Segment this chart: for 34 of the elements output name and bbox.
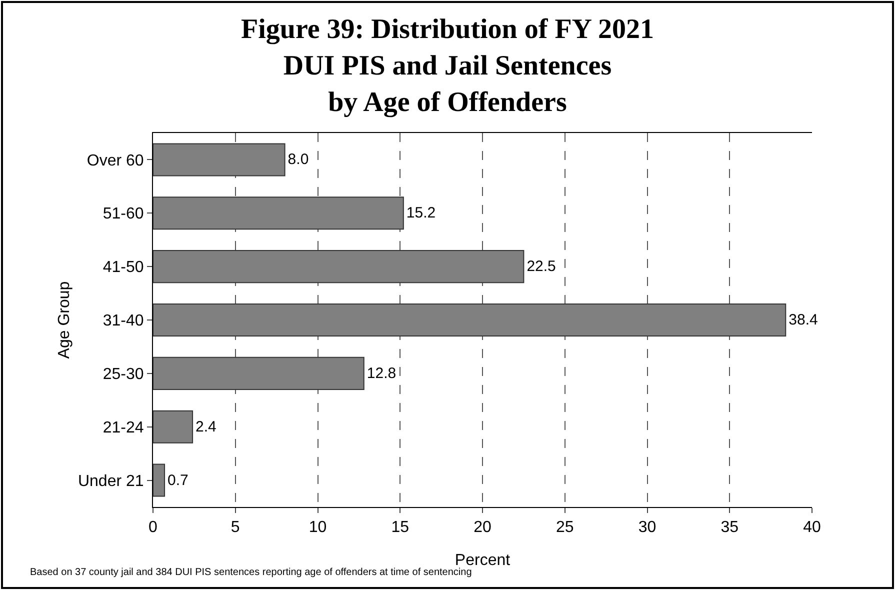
x-tick-label: 10: [308, 519, 327, 536]
bar: [153, 250, 524, 284]
x-axis-title: Percent: [454, 552, 511, 569]
y-tick-label: 21-24: [102, 419, 144, 436]
y-tick-label: 51-60: [102, 206, 144, 223]
bar: [153, 464, 166, 497]
x-tick-label: 40: [803, 519, 821, 536]
y-tick-label: 25-30: [102, 366, 144, 384]
data-label: 2.4: [196, 418, 216, 436]
bar: [153, 410, 194, 444]
data-label: 38.4: [788, 312, 818, 328]
bar: [153, 356, 364, 390]
x-tick-label: 15: [391, 519, 410, 536]
data-label: 15.2: [406, 204, 436, 222]
chart-title: Figure 39: Distribution of FY 2021 DUI PIS and Jail Sentences by Age of Offenders: [241, 14, 654, 118]
x-tick-label: 25: [556, 519, 574, 536]
data-label: 0.7: [168, 472, 188, 489]
x-tick-label: 5: [230, 519, 240, 536]
bar: [153, 303, 786, 337]
y-tick-label: Over 60: [86, 152, 144, 170]
bar: [153, 143, 286, 176]
data-label: 12.8: [366, 364, 396, 382]
y-axis-title: Age Group: [56, 281, 73, 359]
x-tick-label: 20: [474, 519, 492, 536]
y-tick-label: 41-50: [102, 259, 144, 276]
x-tick-label: 30: [638, 519, 656, 536]
y-tick-label: 31-40: [102, 312, 144, 330]
data-label: 22.5: [526, 258, 556, 276]
y-tick-label: Under 21: [78, 472, 144, 490]
bar: [153, 196, 404, 230]
data-label: 8.0: [288, 151, 309, 168]
x-tick-label: 35: [720, 519, 739, 536]
text: Based on 37 county jail and 384 DUI PIS sentences reporting age of offenders at time of sentencing: [30, 567, 472, 578]
x-tick-label: 0: [148, 519, 158, 536]
